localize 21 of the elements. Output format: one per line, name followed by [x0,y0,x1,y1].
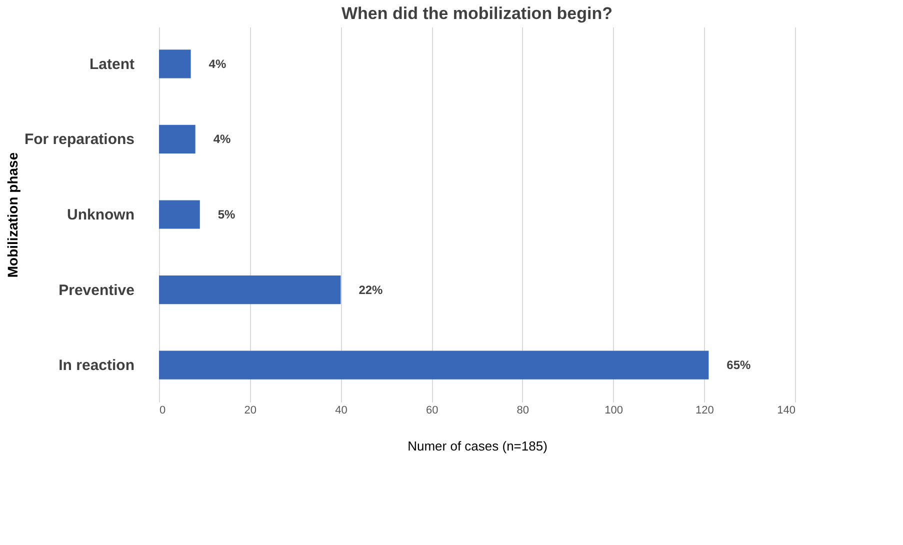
y-tick-label: Unknown [67,206,134,224]
y-tick-label: For reparations [24,131,134,148]
annotation: 5% [218,208,236,222]
x-tick-label: 140 [777,404,796,416]
annotation: 4% [213,132,232,146]
annotation: 65% [726,358,752,372]
annotation: 22% [358,282,384,297]
x-tick-label: 60 [426,404,438,416]
x-tick-label: 40 [335,404,348,416]
x-tick-label: 120 [695,404,714,416]
x-tick-label: 20 [244,404,256,416]
x-tick-label: 0 [160,404,166,416]
x-axis-title: Numer of cases (n=185) [408,438,548,454]
x-tick-label: 80 [516,404,530,416]
x-tick-label: 100 [604,404,623,416]
annotation: 4% [208,56,226,71]
chart-title: When did the mobilization begin? [341,4,613,23]
y-tick-label: Latent [90,56,135,73]
y-axis-title: Mobilization phase [4,152,20,278]
y-tick-label: Preventive [58,282,134,299]
y-tick-label: In reaction [58,357,134,374]
